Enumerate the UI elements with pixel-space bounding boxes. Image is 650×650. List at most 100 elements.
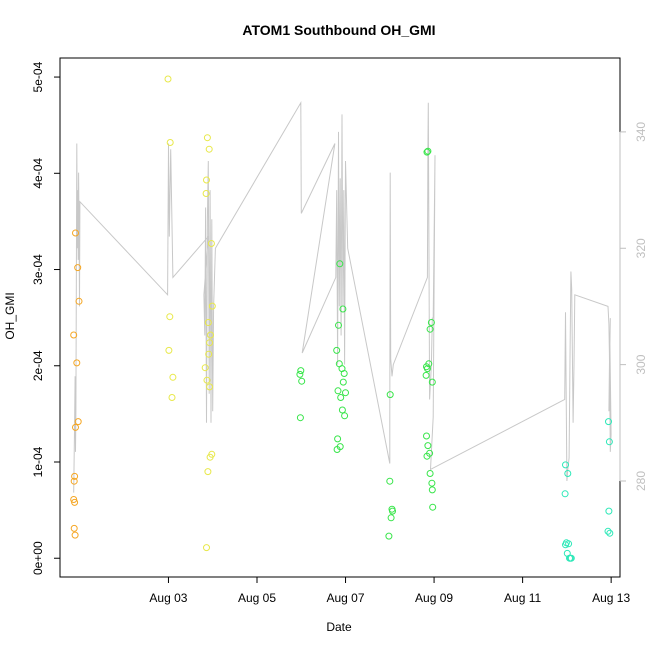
data-point bbox=[567, 554, 575, 562]
points-layer bbox=[70, 75, 614, 562]
data-point bbox=[164, 75, 172, 83]
x-tick-label: Aug 11 bbox=[504, 591, 541, 605]
data-point bbox=[338, 406, 346, 414]
data-point bbox=[426, 470, 434, 477]
data-point bbox=[203, 134, 211, 142]
data-point bbox=[201, 364, 209, 372]
x-tick-label: Aug 05 bbox=[238, 591, 276, 605]
data-point bbox=[166, 139, 174, 146]
data-point bbox=[428, 479, 436, 487]
y-tick-label: 1e-04 bbox=[31, 446, 45, 477]
data-point bbox=[73, 359, 81, 367]
x-tick-label: Aug 13 bbox=[592, 591, 630, 605]
data-point bbox=[72, 229, 79, 237]
data-point bbox=[428, 378, 436, 386]
y-tick-label: 4e-04 bbox=[31, 158, 45, 189]
x-axis: Aug 03 Aug 05 Aug 07 Aug 09 Aug 11 Aug 13 bbox=[149, 576, 630, 605]
x-tick-label: Aug 09 bbox=[415, 591, 453, 605]
chart-title: ATOM1 Southbound OH_GMI bbox=[242, 22, 435, 38]
data-point bbox=[72, 423, 79, 431]
data-point bbox=[71, 531, 79, 539]
data-point bbox=[334, 387, 342, 395]
data-point bbox=[334, 435, 342, 443]
data-point bbox=[333, 446, 341, 453]
x-tick-label: Aug 03 bbox=[149, 591, 187, 605]
data-point bbox=[207, 240, 215, 247]
data-point bbox=[205, 350, 213, 358]
data-point bbox=[341, 412, 349, 420]
data-point bbox=[606, 529, 614, 537]
data-point bbox=[423, 432, 430, 440]
data-point bbox=[74, 418, 82, 426]
data-point bbox=[71, 498, 79, 506]
data-point bbox=[204, 319, 212, 326]
data-point bbox=[298, 377, 306, 385]
data-point bbox=[387, 514, 395, 522]
right-y-axis: 280 300 320 340 bbox=[619, 122, 648, 491]
data-point bbox=[605, 507, 613, 515]
data-point bbox=[75, 297, 83, 305]
right-y-tick-label: 280 bbox=[634, 471, 648, 491]
series-line bbox=[73, 100, 612, 493]
data-point bbox=[74, 264, 82, 272]
data-point bbox=[71, 472, 79, 480]
data-point bbox=[562, 541, 569, 549]
data-point bbox=[562, 461, 569, 469]
right-y-tick-label: 340 bbox=[634, 122, 648, 142]
data-point bbox=[604, 527, 612, 535]
data-point bbox=[423, 452, 431, 460]
data-point bbox=[297, 367, 305, 375]
y-tick-label: 3e-04 bbox=[31, 254, 45, 285]
data-point bbox=[166, 313, 174, 321]
x-axis-label: Date bbox=[326, 620, 352, 634]
data-point bbox=[203, 376, 211, 384]
data-point bbox=[169, 373, 177, 381]
data-point bbox=[168, 394, 176, 401]
data-point bbox=[296, 370, 304, 378]
data-point bbox=[386, 391, 394, 399]
data-point bbox=[427, 319, 435, 326]
right-y-tick-label: 320 bbox=[634, 238, 648, 258]
data-point bbox=[333, 346, 341, 354]
data-point bbox=[336, 260, 344, 268]
data-point bbox=[204, 468, 212, 476]
data-point bbox=[206, 383, 214, 391]
data-point bbox=[429, 503, 437, 511]
data-point bbox=[70, 524, 78, 532]
data-point bbox=[423, 148, 431, 156]
data-point bbox=[423, 365, 431, 373]
data-point bbox=[339, 305, 347, 313]
data-point bbox=[339, 378, 347, 386]
data-point bbox=[561, 490, 569, 498]
data-point bbox=[426, 325, 434, 333]
data-point bbox=[424, 442, 432, 450]
data-point bbox=[422, 371, 430, 379]
data-point bbox=[564, 470, 572, 477]
data-point bbox=[203, 544, 210, 552]
data-point bbox=[205, 145, 213, 153]
data-point bbox=[206, 453, 214, 461]
data-point bbox=[70, 331, 78, 339]
data-point bbox=[428, 486, 436, 494]
right-y-tick-label: 300 bbox=[634, 354, 648, 374]
data-point bbox=[385, 532, 393, 540]
data-point bbox=[296, 414, 304, 422]
data-point bbox=[605, 438, 613, 446]
x-tick-label: Aug 07 bbox=[327, 591, 365, 605]
data-point bbox=[565, 540, 573, 548]
data-point bbox=[207, 331, 214, 339]
data-point bbox=[389, 507, 396, 515]
data-point bbox=[70, 496, 78, 503]
y-axis-label: OH_GMI bbox=[3, 292, 17, 339]
data-point bbox=[605, 418, 612, 426]
data-point bbox=[337, 394, 345, 401]
data-point bbox=[208, 302, 216, 310]
data-point bbox=[203, 176, 210, 184]
data-point bbox=[340, 370, 348, 377]
line-series-layer bbox=[73, 100, 612, 493]
data-point bbox=[165, 346, 173, 354]
data-point bbox=[424, 147, 432, 155]
data-point bbox=[206, 339, 214, 347]
